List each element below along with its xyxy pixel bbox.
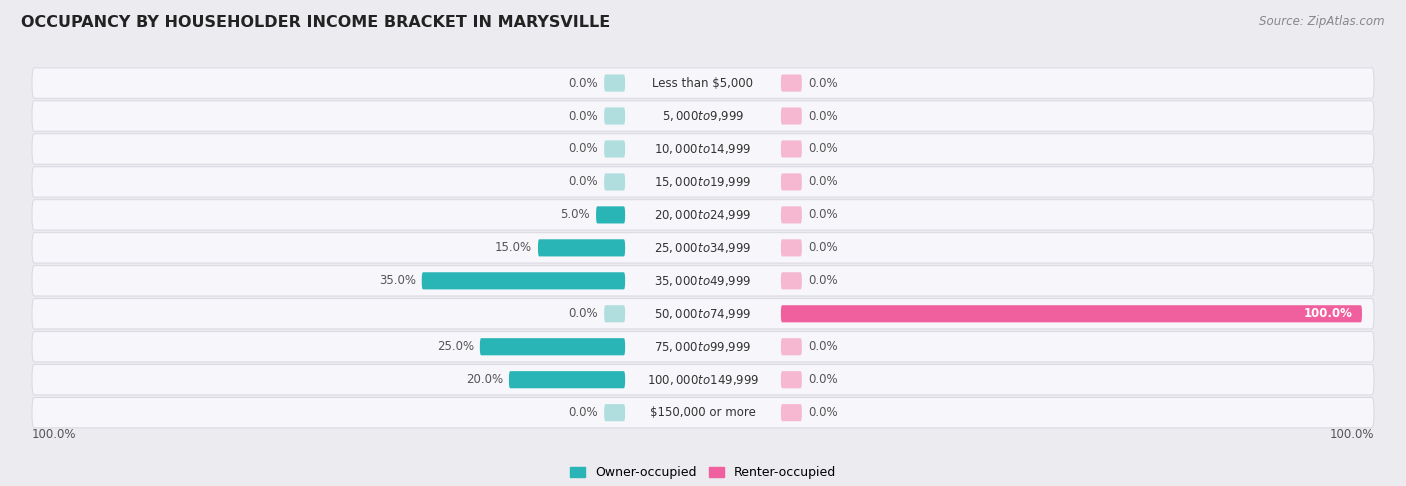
Text: 25.0%: 25.0% xyxy=(437,340,474,353)
FancyBboxPatch shape xyxy=(605,305,626,322)
Text: 0.0%: 0.0% xyxy=(808,208,838,222)
Text: 20.0%: 20.0% xyxy=(465,373,503,386)
Text: 0.0%: 0.0% xyxy=(568,109,598,122)
Text: 0.0%: 0.0% xyxy=(808,109,838,122)
Text: 0.0%: 0.0% xyxy=(568,307,598,320)
FancyBboxPatch shape xyxy=(780,305,1362,322)
Text: 0.0%: 0.0% xyxy=(568,175,598,189)
Text: $75,000 to $99,999: $75,000 to $99,999 xyxy=(654,340,752,354)
FancyBboxPatch shape xyxy=(780,140,801,157)
Text: $100,000 to $149,999: $100,000 to $149,999 xyxy=(647,373,759,387)
Text: $150,000 or more: $150,000 or more xyxy=(650,406,756,419)
Text: Source: ZipAtlas.com: Source: ZipAtlas.com xyxy=(1260,15,1385,28)
FancyBboxPatch shape xyxy=(32,101,1374,131)
Text: 0.0%: 0.0% xyxy=(808,175,838,189)
FancyBboxPatch shape xyxy=(538,239,626,257)
FancyBboxPatch shape xyxy=(32,167,1374,197)
FancyBboxPatch shape xyxy=(509,371,626,388)
FancyBboxPatch shape xyxy=(32,200,1374,230)
FancyBboxPatch shape xyxy=(32,398,1374,428)
FancyBboxPatch shape xyxy=(780,272,801,289)
Text: $5,000 to $9,999: $5,000 to $9,999 xyxy=(662,109,744,123)
FancyBboxPatch shape xyxy=(605,107,626,124)
Text: 15.0%: 15.0% xyxy=(495,242,531,254)
FancyBboxPatch shape xyxy=(32,266,1374,296)
Text: 5.0%: 5.0% xyxy=(561,208,591,222)
FancyBboxPatch shape xyxy=(780,239,801,257)
FancyBboxPatch shape xyxy=(780,74,801,92)
Text: 0.0%: 0.0% xyxy=(568,142,598,156)
FancyBboxPatch shape xyxy=(605,74,626,92)
FancyBboxPatch shape xyxy=(32,68,1374,98)
FancyBboxPatch shape xyxy=(32,331,1374,362)
Text: 0.0%: 0.0% xyxy=(808,406,838,419)
Legend: Owner-occupied, Renter-occupied: Owner-occupied, Renter-occupied xyxy=(565,461,841,484)
FancyBboxPatch shape xyxy=(605,140,626,157)
FancyBboxPatch shape xyxy=(780,207,801,224)
Text: 100.0%: 100.0% xyxy=(1305,307,1353,320)
FancyBboxPatch shape xyxy=(422,272,626,289)
FancyBboxPatch shape xyxy=(32,364,1374,395)
Text: 35.0%: 35.0% xyxy=(378,274,416,287)
FancyBboxPatch shape xyxy=(32,233,1374,263)
FancyBboxPatch shape xyxy=(780,174,801,191)
Text: $15,000 to $19,999: $15,000 to $19,999 xyxy=(654,175,752,189)
Text: $35,000 to $49,999: $35,000 to $49,999 xyxy=(654,274,752,288)
Text: $25,000 to $34,999: $25,000 to $34,999 xyxy=(654,241,752,255)
Text: 100.0%: 100.0% xyxy=(32,428,76,441)
FancyBboxPatch shape xyxy=(605,174,626,191)
Text: 0.0%: 0.0% xyxy=(808,242,838,254)
Text: 0.0%: 0.0% xyxy=(808,373,838,386)
Text: 100.0%: 100.0% xyxy=(1330,428,1374,441)
FancyBboxPatch shape xyxy=(780,371,801,388)
FancyBboxPatch shape xyxy=(780,107,801,124)
Text: 0.0%: 0.0% xyxy=(808,340,838,353)
FancyBboxPatch shape xyxy=(605,404,626,421)
Text: OCCUPANCY BY HOUSEHOLDER INCOME BRACKET IN MARYSVILLE: OCCUPANCY BY HOUSEHOLDER INCOME BRACKET … xyxy=(21,15,610,30)
Text: $10,000 to $14,999: $10,000 to $14,999 xyxy=(654,142,752,156)
FancyBboxPatch shape xyxy=(596,207,626,224)
Text: 0.0%: 0.0% xyxy=(808,142,838,156)
FancyBboxPatch shape xyxy=(32,298,1374,329)
Text: 0.0%: 0.0% xyxy=(568,76,598,89)
FancyBboxPatch shape xyxy=(32,134,1374,164)
Text: Less than $5,000: Less than $5,000 xyxy=(652,76,754,89)
Text: 0.0%: 0.0% xyxy=(808,274,838,287)
FancyBboxPatch shape xyxy=(780,338,801,355)
Text: 0.0%: 0.0% xyxy=(568,406,598,419)
FancyBboxPatch shape xyxy=(479,338,626,355)
Text: 0.0%: 0.0% xyxy=(808,76,838,89)
Text: $50,000 to $74,999: $50,000 to $74,999 xyxy=(654,307,752,321)
FancyBboxPatch shape xyxy=(780,404,801,421)
Text: $20,000 to $24,999: $20,000 to $24,999 xyxy=(654,208,752,222)
